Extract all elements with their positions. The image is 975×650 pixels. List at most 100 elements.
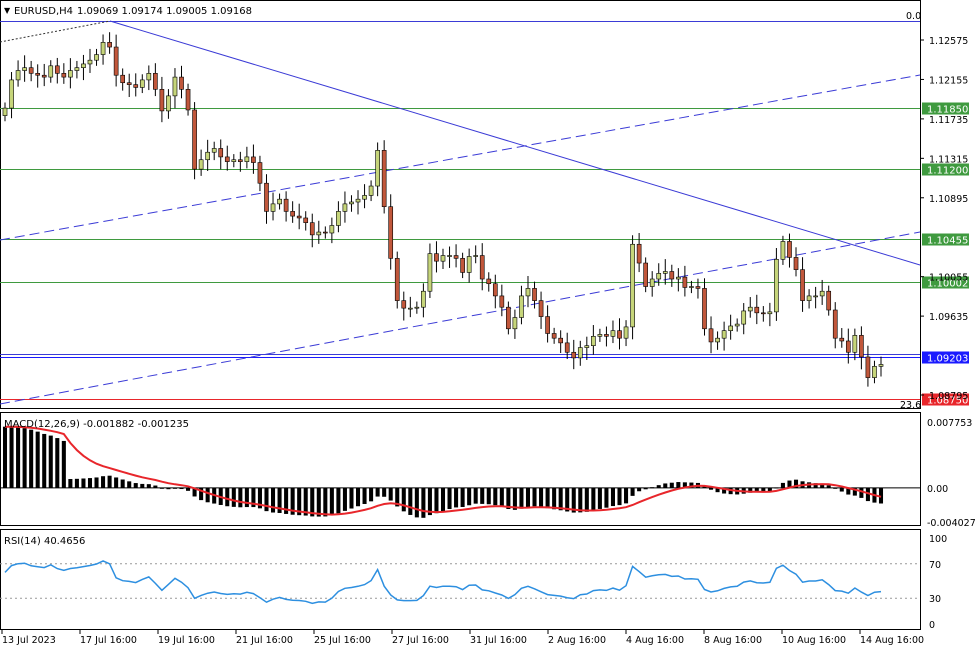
macd-histogram-bar (133, 483, 138, 488)
price-tick-label: 1.11735 (929, 115, 968, 126)
macd-histogram-bar (48, 435, 53, 488)
macd-histogram-bar (22, 428, 27, 488)
macd-histogram-bar (375, 487, 380, 497)
candle-body (133, 84, 139, 88)
time-tick-label: 25 Jul 16:00 (314, 635, 371, 646)
candle-body (113, 46, 119, 76)
candle-body (211, 148, 217, 153)
candle-body (819, 290, 825, 297)
level-tag-text-5: 1.08750 (927, 396, 968, 407)
macd-histogram-bar (780, 482, 785, 488)
candle-body (277, 198, 282, 205)
candle-body (767, 311, 773, 315)
collapse-arrow-icon[interactable]: ▼ (4, 6, 11, 15)
macd-histogram-bar (264, 487, 269, 512)
candle-body (179, 76, 184, 90)
macd-histogram-bar (87, 478, 93, 488)
macd-histogram-bar (68, 479, 73, 488)
macd-histogram-bar (467, 487, 472, 506)
candle-body (54, 65, 60, 74)
candle-body (48, 65, 54, 78)
macd-histogram-bar (440, 487, 446, 512)
level-tag-0 (922, 102, 969, 115)
candle-body (388, 206, 394, 259)
candle-body (872, 366, 877, 378)
macd-histogram-bar (852, 487, 857, 496)
candle-body (9, 79, 14, 109)
candle-body (741, 310, 747, 325)
macd-histogram-bar (865, 487, 870, 502)
candle-body (551, 333, 557, 339)
macd-histogram-bar (682, 482, 687, 488)
rsi-tick-label: 70 (929, 560, 941, 571)
macd-histogram-bar (473, 487, 478, 504)
macd-histogram-bar (166, 487, 171, 490)
candle-body (185, 89, 191, 111)
time-tick-label: 17 Jul 16:00 (80, 635, 137, 646)
price-tick-label: 1.09635 (929, 312, 968, 323)
macd-histogram-bar (369, 487, 374, 502)
macd-histogram-bar (395, 487, 400, 507)
candle-body (859, 335, 864, 358)
candle-body (806, 295, 812, 301)
macd-tick-label: 0.007753 (927, 418, 972, 429)
time-tick-label: 4 Aug 16:00 (626, 635, 684, 646)
macd-histogram-bar (297, 487, 302, 516)
candle-body (28, 67, 34, 74)
macd-histogram-bar (94, 477, 99, 488)
candle-body (506, 306, 511, 330)
candle-body (512, 317, 518, 330)
macd-histogram-bar (460, 487, 465, 507)
macd-histogram-bar (421, 487, 426, 518)
candle-body (604, 334, 609, 337)
level-tag-5 (922, 393, 969, 406)
candle-body (394, 258, 400, 301)
macd-histogram-bar (597, 487, 602, 509)
rsi-tick-label: 30 (929, 594, 941, 605)
macd-histogram-bar (303, 487, 308, 516)
macd-histogram-bar (604, 487, 609, 508)
level-tag-2 (922, 233, 969, 246)
candle-body (146, 73, 152, 81)
channel-lower-dashed (0, 231, 921, 405)
macd-histogram-bar (401, 487, 406, 512)
candle-body (728, 325, 733, 331)
macd-histogram-bar (878, 487, 884, 504)
candle-body (636, 243, 642, 264)
macd-histogram-bar (767, 487, 772, 492)
macd-histogram-bar (754, 487, 759, 493)
macd-histogram-bar (499, 487, 504, 507)
candle-body (355, 198, 361, 203)
candle-body (617, 330, 622, 339)
macd-histogram-bar (231, 487, 236, 507)
macd-histogram-bar (179, 487, 184, 490)
price-panel-frame (0, 0, 921, 409)
candle-body (558, 337, 563, 344)
candle-body (414, 306, 420, 309)
candle-body (669, 271, 675, 280)
candle-body (813, 295, 818, 298)
candle-body (427, 253, 433, 292)
channel-upper-dashed (0, 74, 921, 241)
macd-histogram-bar (55, 438, 60, 488)
macd-histogram-bar (480, 487, 485, 504)
price-tick-label: 1.12575 (929, 36, 968, 47)
candle-body (473, 255, 479, 257)
candle-body (774, 258, 779, 313)
macd-histogram-bar (388, 487, 393, 501)
macd-histogram-bar (532, 487, 537, 507)
rsi-line (4, 560, 882, 605)
macd-histogram-bar (101, 476, 106, 488)
macd-histogram-bar (571, 487, 576, 513)
macd-histogram-bar (669, 482, 674, 488)
macd-histogram-bar (454, 487, 459, 508)
time-tick-label: 27 Jul 16:00 (392, 635, 449, 646)
macd-histogram-bar (722, 487, 727, 494)
macd-histogram-bar (552, 487, 557, 510)
candle-body (519, 295, 524, 318)
macd-histogram-bar (355, 487, 361, 507)
candle-body (865, 356, 871, 378)
time-tick-label: 10 Aug 16:00 (782, 635, 846, 646)
candle-body (74, 67, 80, 71)
